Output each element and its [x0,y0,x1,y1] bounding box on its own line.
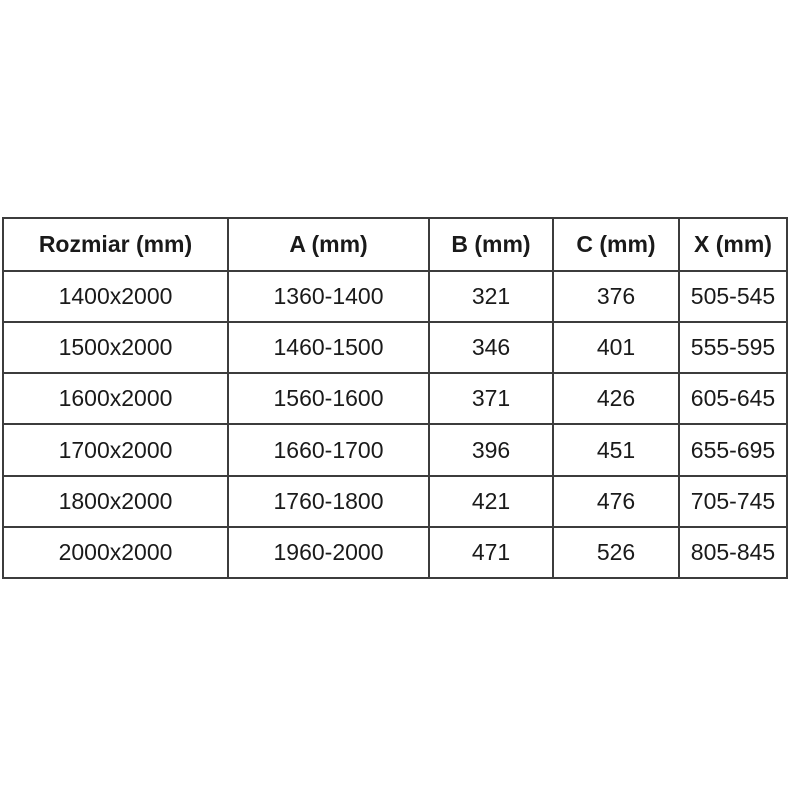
cell-x: 555-595 [678,321,788,375]
cell-a: 1460-1500 [227,321,430,375]
table-row: 1700x2000 1660-1700 396 451 655-695 [2,423,788,477]
cell-x: 805-845 [678,525,788,580]
cell-rozmiar: 1600x2000 [2,372,229,426]
cell-rozmiar: 1700x2000 [2,423,229,477]
table-row: 1500x2000 1460-1500 346 401 555-595 [2,321,788,375]
cell-a: 1660-1700 [227,423,430,477]
cell-b: 321 [428,269,554,324]
cell-a: 1560-1600 [227,372,430,426]
cell-c: 476 [552,474,680,528]
cell-x: 655-695 [678,423,788,477]
column-header-x: X (mm) [678,217,788,272]
cell-a: 1360-1400 [227,269,430,324]
table-row: 1400x2000 1360-1400 321 376 505-545 [2,269,788,324]
table-row: 2000x2000 1960-2000 471 526 805-845 [2,525,788,580]
cell-a: 1760-1800 [227,474,430,528]
cell-c: 401 [552,321,680,375]
table-row: 1600x2000 1560-1600 371 426 605-645 [2,372,788,426]
cell-b: 421 [428,474,554,528]
cell-b: 371 [428,372,554,426]
cell-a: 1960-2000 [227,525,430,580]
cell-b: 346 [428,321,554,375]
column-header-a: A (mm) [227,217,430,272]
cell-c: 426 [552,372,680,426]
table-row: 1800x2000 1760-1800 421 476 705-745 [2,474,788,528]
cell-b: 471 [428,525,554,580]
cell-x: 505-545 [678,269,788,324]
cell-rozmiar: 1800x2000 [2,474,229,528]
cell-c: 376 [552,269,680,324]
header-row: Rozmiar (mm) A (mm) B (mm) C (mm) X (mm) [2,217,788,272]
cell-x: 705-745 [678,474,788,528]
cell-rozmiar: 1400x2000 [2,269,229,324]
cell-rozmiar: 2000x2000 [2,525,229,580]
column-header-c: C (mm) [552,217,680,272]
column-header-b: B (mm) [428,217,554,272]
cell-c: 526 [552,525,680,580]
cell-rozmiar: 1500x2000 [2,321,229,375]
size-dimensions-table: Rozmiar (mm) A (mm) B (mm) C (mm) X (mm)… [2,217,788,580]
cell-x: 605-645 [678,372,788,426]
column-header-rozmiar: Rozmiar (mm) [2,217,229,272]
cell-c: 451 [552,423,680,477]
cell-b: 396 [428,423,554,477]
